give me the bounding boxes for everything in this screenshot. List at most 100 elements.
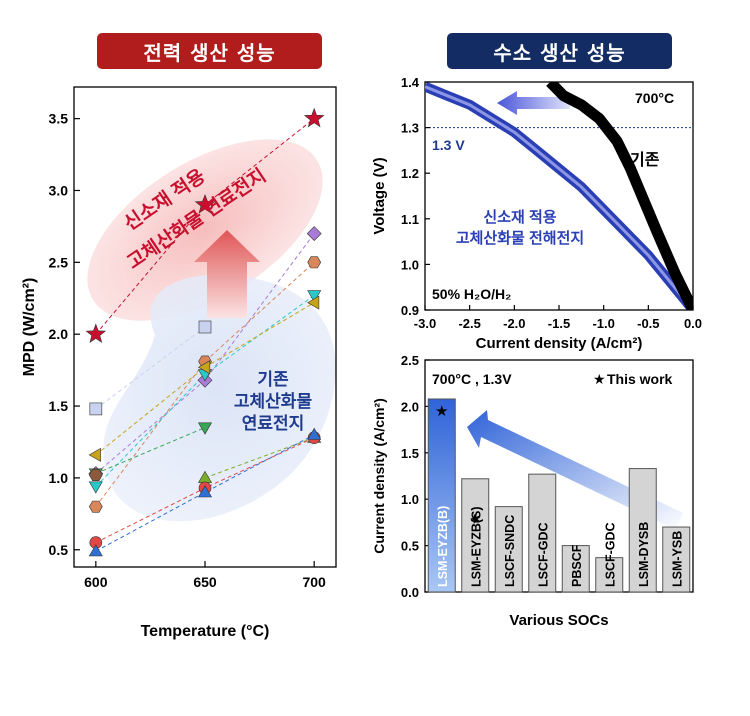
new-material-series-label-line2: 고체산화물 전해전지 (456, 230, 584, 247)
legend-marker-star: ★ (593, 371, 606, 387)
y-tick-label: 0.5 (49, 542, 69, 558)
data-point-square (89, 402, 103, 416)
x-tick-label: 700 (302, 574, 326, 590)
chart-decorations (425, 91, 693, 129)
conventional-curve (546, 82, 693, 310)
conventional-annotation-line2: 고체산화물 (234, 392, 313, 411)
data-point-diamond (306, 226, 322, 242)
bar-lscf-gdc (595, 557, 624, 593)
y-tick-label: 3.0 (49, 182, 69, 198)
data-point-triangle-up (307, 427, 322, 440)
bar-category-label: LSCF-GDC (536, 522, 550, 587)
bar-category-label: LSCF-SNDC (503, 515, 517, 587)
data-point-triangle-up (197, 485, 213, 498)
x-tick-label: -0.5 (637, 316, 659, 331)
y-axis-title: Voltage (V) (371, 157, 388, 234)
x-tick-label: -2.5 (458, 316, 480, 331)
chart-decorations (87, 139, 336, 522)
data-point-triangle-down (307, 290, 322, 303)
x-tick-label: 0.0 (684, 316, 702, 331)
new-material-curve (425, 82, 693, 310)
x-tick-label: -1.5 (548, 316, 570, 331)
series-line (95, 427, 206, 475)
x-axis-title: Temperature (°C) (141, 623, 270, 640)
x-axis-title: Various SOCs (509, 612, 608, 629)
series-line (95, 326, 206, 410)
y-axis-title: Current density (A/cm²) (371, 398, 387, 554)
y-tick-label: 1.0 (401, 492, 419, 507)
data-point-square (198, 320, 212, 334)
axes: 0.9 1.0 1.1 1.2 1.3 1.4 -3.0 -2.5 -2.0 -1.5 -1.0 -0… (401, 75, 702, 331)
bar-category-label: LSM-EYZB(B) (436, 506, 450, 587)
y-tick-label: 1.2 (401, 166, 419, 181)
current-density-bar-chart: 0.00.51.01.52.02.5 LSM-EYZB(B)★LSM-EYZB(… (371, 353, 694, 629)
axes: 0.5 1.0 1.5 2.0 2.5 3.0 3.5 600 650 700 (49, 111, 327, 590)
plot-frame (424, 359, 694, 593)
performance-shift-arrow (497, 91, 570, 115)
annotations: 700°C 1.3 V 기존 신소재 적용 고체산화물 전해전지 50% H₂O… (371, 90, 674, 352)
x-tick-label: 600 (84, 574, 108, 590)
bar-category-label: LSM-EYZB(S) (469, 506, 483, 587)
y-tick-label: 1.0 (49, 470, 69, 486)
reference-voltage-label: 1.3 V (432, 137, 465, 153)
data-point-triangle-down (197, 422, 213, 435)
plot-frame (424, 81, 694, 311)
bar-lsm-eyzb(b) (427, 398, 456, 593)
y-tick-label: 1.5 (49, 398, 69, 414)
data-point-star (303, 107, 325, 128)
data-series (425, 82, 693, 310)
temperature-label: 700°C (635, 90, 674, 106)
x-tick-label: 650 (193, 574, 217, 590)
data-point-triangle-left (307, 295, 320, 310)
bar-lsm-eyzb(s) (461, 478, 490, 593)
y-tick-label: 0.5 (401, 539, 419, 554)
bar-lsm-dysb (628, 468, 657, 593)
curves (425, 82, 693, 310)
bar-lscf-gdc (528, 473, 557, 593)
bar-category-label: LSM-DYSB (637, 522, 651, 587)
y-tick-label: 1.5 (401, 446, 419, 461)
highlight-ellipse-new (87, 139, 323, 321)
bar-category-label: LSCF-GDC (603, 522, 617, 587)
conventional-series-label: 기존 (630, 151, 660, 169)
bar-lsm-ysb (662, 526, 691, 593)
y-tick-label: 0.0 (401, 585, 419, 600)
y-tick-label: 2.5 (401, 353, 419, 368)
new-material-curve-highlight (425, 85, 693, 310)
y-tick-label: 1.1 (401, 212, 419, 227)
x-tick-label: -3.0 (414, 316, 436, 331)
y-tick-label: 0.9 (401, 303, 419, 318)
conventional-annotation-line1: 기존 (257, 370, 289, 389)
x-axis-title: Current density (A/cm²) (476, 335, 643, 352)
bar-lscf-sndc (494, 506, 523, 593)
bars: LSM-EYZB(B)★LSM-EYZB(S)★ LSCF-SNDC LSCF-GD… (427, 398, 691, 593)
new-material-series-label-line1: 신소재 적용 (483, 208, 556, 226)
y-tick-label: 2.5 (49, 254, 69, 270)
y-tick-label: 2.0 (401, 399, 419, 414)
data-point-hexagon (88, 469, 103, 482)
data-point-star (85, 323, 107, 343)
data-point-triangle-left (88, 447, 101, 462)
data-point-hexagon (88, 500, 103, 513)
highlight-blob-conventional (103, 274, 336, 522)
this-work-star: ★ (467, 513, 483, 526)
data-point-triangle-up (88, 544, 103, 557)
legend-this-work: This work (607, 371, 673, 387)
data-point-hexagon (307, 256, 322, 269)
conventional-annotation-line3: 연료전지 (242, 414, 305, 433)
y-tick-label: 3.5 (49, 111, 69, 127)
bar-category-label: PBSCF (570, 544, 584, 587)
x-tick-label: -1.0 (592, 316, 614, 331)
iv-curve-chart: 0.9 1.0 1.1 1.2 1.3 1.4 -3.0 -2.5 -2.0 -1.5 -1.0 -0… (371, 75, 702, 352)
data-point-triangle-left (197, 360, 211, 375)
y-axis-title: MPD (W/cm²) (21, 278, 38, 377)
bar-category-label: LSM-YSB (670, 531, 684, 587)
condition-label: 50% H₂O/H₂ (432, 286, 511, 302)
y-tick-label: 1.4 (401, 75, 420, 90)
performance-up-arrow (194, 230, 260, 318)
y-tick-label: 1.3 (401, 121, 419, 136)
data-point-triangle-down (88, 481, 103, 494)
series-line (95, 434, 315, 552)
